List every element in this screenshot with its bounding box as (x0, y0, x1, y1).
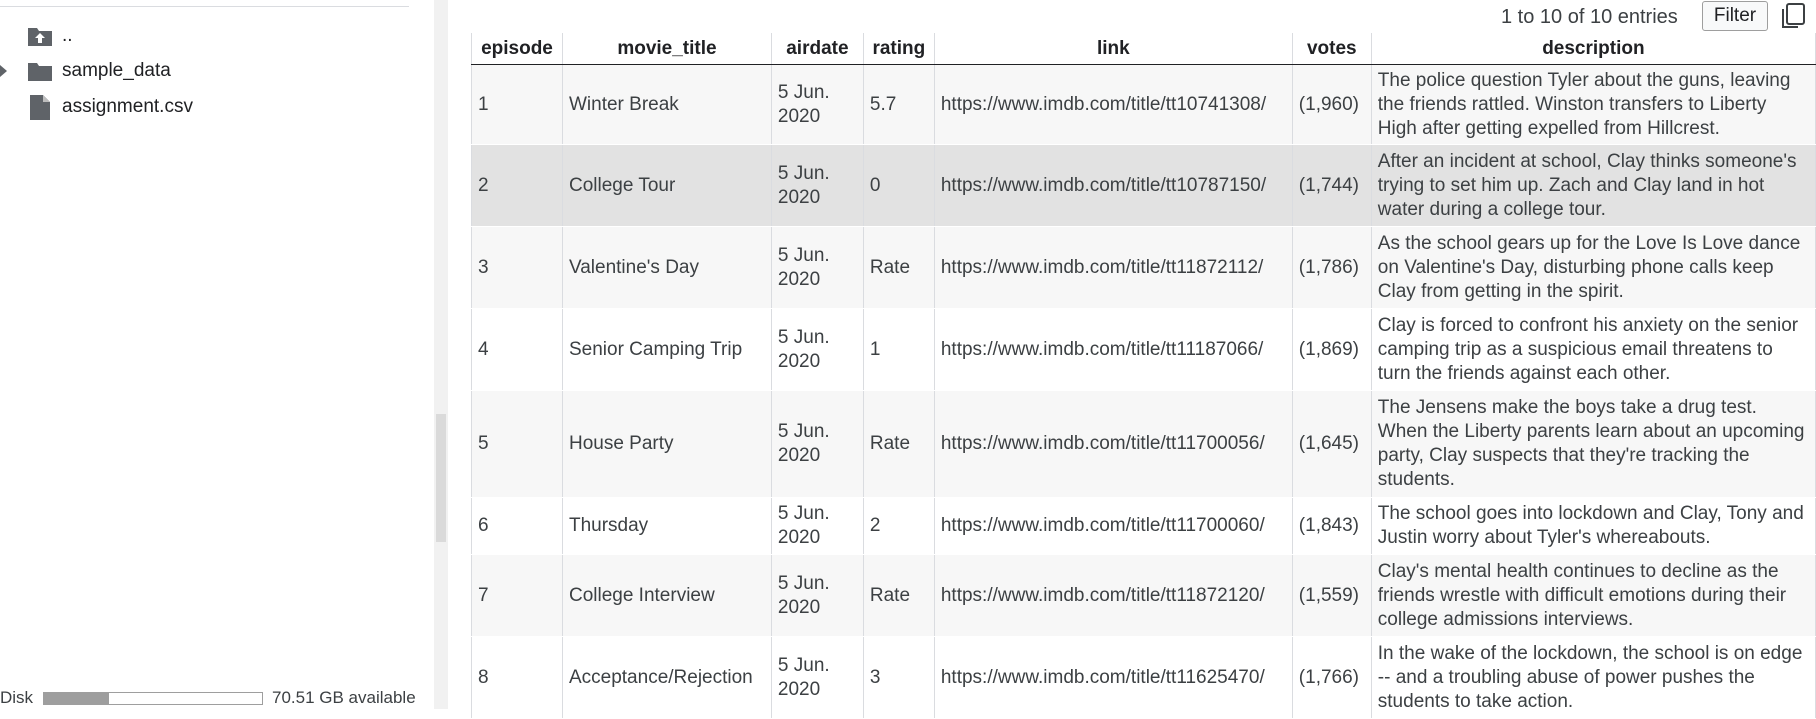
dataframe-viewer: 1 to 10 of 10 entries Filter episode mov… (449, 0, 1816, 719)
cell-link: https://www.imdb.com/title/tt11625470/ (934, 636, 1293, 719)
disk-usage-bar (43, 692, 263, 705)
cell-description: The police question Tyler about the guns… (1371, 64, 1816, 145)
cell-airdate: 5 Jun. 2020 (771, 554, 864, 637)
file-item-label: .. (62, 25, 73, 46)
file-item-parent-dir[interactable]: .. (0, 21, 420, 51)
cell-airdate: 5 Jun. 2020 (771, 226, 864, 309)
cell-votes: (1,843) (1292, 497, 1372, 555)
disk-usage: Disk 70.51 GB available (0, 686, 434, 710)
cell-link: https://www.imdb.com/title/tt11700056/ (934, 390, 1293, 498)
table-row[interactable]: 5 House Party 5 Jun. 2020 Rate https://www.i… (471, 390, 1816, 498)
column-header-episode[interactable]: episode (471, 33, 563, 65)
cell-movie-title: House Party (562, 390, 772, 498)
table-header-row: episode movie_title airdate rating link … (471, 33, 1816, 65)
cell-description: The school goes into lockdown and Clay, … (1371, 497, 1816, 555)
expand-caret-icon[interactable] (0, 64, 8, 78)
cell-link: https://www.imdb.com/title/tt11872120/ (934, 554, 1293, 637)
cell-rating: 2 (863, 497, 935, 555)
cell-description: As the school gears up for the Love Is L… (1371, 226, 1816, 309)
scrollbar-thumb[interactable] (436, 414, 446, 542)
file-panel-scrollbar[interactable] (434, 0, 448, 709)
cell-episode: 4 (471, 308, 563, 391)
cell-description: The Jensens make the boys take a drug te… (1371, 390, 1816, 498)
table-row[interactable]: 3 Valentine's Day 5 Jun. 2020 Rate https://w… (471, 226, 1816, 309)
disk-label: Disk (0, 688, 34, 707)
file-item-label: sample_data (62, 60, 171, 81)
cell-episode: 7 (471, 554, 563, 637)
file-browser-panel: .. sample_data assignment.csv Disk 70.51… (0, 0, 435, 709)
cell-movie-title: Acceptance/Rejection (562, 636, 772, 719)
folder-icon (26, 58, 54, 84)
cell-episode: 5 (471, 390, 563, 498)
column-header-rating[interactable]: rating (863, 33, 935, 65)
data-table: episode movie_title airdate rating link … (471, 33, 1816, 719)
cell-airdate: 5 Jun. 2020 (771, 636, 864, 719)
cell-rating: Rate (863, 226, 935, 309)
cell-description: Clay is forced to confront his anxiety o… (1371, 308, 1816, 391)
cell-episode: 3 (471, 226, 563, 309)
cell-movie-title: Senior Camping Trip (562, 308, 772, 391)
cell-airdate: 5 Jun. 2020 (771, 390, 864, 498)
cell-movie-title: Valentine's Day (562, 226, 772, 309)
cell-movie-title: Thursday (562, 497, 772, 555)
panel-divider (0, 6, 409, 7)
cell-movie-title: College Tour (562, 144, 772, 227)
table-row[interactable]: 7 College Interview 5 Jun. 2020 Rate https:/… (471, 554, 1816, 637)
cell-airdate: 5 Jun. 2020 (771, 144, 864, 227)
disk-usage-fill (44, 693, 110, 704)
copy-icon[interactable] (1779, 2, 1807, 30)
cell-episode: 2 (471, 144, 563, 227)
entries-info: 1 to 10 of 10 entries (1501, 6, 1678, 28)
filter-button[interactable]: Filter (1702, 1, 1768, 31)
cell-rating: Rate (863, 554, 935, 637)
cell-link: https://www.imdb.com/title/tt11872112/ (934, 226, 1293, 309)
column-header-airdate[interactable]: airdate (771, 33, 864, 65)
cell-movie-title: College Interview (562, 554, 772, 637)
cell-votes: (1,766) (1292, 636, 1372, 719)
cell-rating: 1 (863, 308, 935, 391)
cell-rating: 5.7 (863, 64, 935, 145)
cell-description: After an incident at school, Clay thinks… (1371, 144, 1816, 227)
cell-description: In the wake of the lockdown, the school … (1371, 636, 1816, 719)
column-header-link[interactable]: link (934, 33, 1293, 65)
table-row[interactable]: 2 College Tour 5 Jun. 2020 0 https://www.imd… (471, 144, 1816, 227)
column-header-description[interactable]: description (1371, 33, 1816, 65)
cell-votes: (1,960) (1292, 64, 1372, 145)
cell-episode: 8 (471, 636, 563, 719)
cell-votes: (1,869) (1292, 308, 1372, 391)
cell-episode: 6 (471, 497, 563, 555)
file-item-assignment-csv[interactable]: assignment.csv (0, 92, 420, 122)
cell-votes: (1,786) (1292, 226, 1372, 309)
cell-description: Clay's mental health continues to declin… (1371, 554, 1816, 637)
cell-votes: (1,744) (1292, 144, 1372, 227)
table-row[interactable]: 4 Senior Camping Trip 5 Jun. 2020 1 https://… (471, 308, 1816, 391)
file-item-label: assignment.csv (62, 96, 193, 117)
folder-up-icon (26, 23, 54, 49)
cell-episode: 1 (471, 64, 563, 145)
column-header-votes[interactable]: votes (1292, 33, 1372, 65)
cell-votes: (1,559) (1292, 554, 1372, 637)
disk-available-text: 70.51 GB available (272, 688, 416, 707)
file-icon (26, 94, 54, 120)
cell-rating: 0 (863, 144, 935, 227)
column-header-movie-title[interactable]: movie_title (562, 33, 772, 65)
cell-link: https://www.imdb.com/title/tt10741308/ (934, 64, 1293, 145)
cell-rating: Rate (863, 390, 935, 498)
cell-link: https://www.imdb.com/title/tt10787150/ (934, 144, 1293, 227)
cell-movie-title: Winter Break (562, 64, 772, 145)
table-row[interactable]: 1 Winter Break 5 Jun. 2020 5.7 https://www.i… (471, 64, 1816, 145)
file-item-sample-data[interactable]: sample_data (0, 56, 420, 86)
cell-link: https://www.imdb.com/title/tt11700060/ (934, 497, 1293, 555)
cell-airdate: 5 Jun. 2020 (771, 64, 864, 145)
table-row[interactable]: 8 Acceptance/Rejection 5 Jun. 2020 3 https:/… (471, 636, 1816, 719)
cell-rating: 3 (863, 636, 935, 719)
cell-votes: (1,645) (1292, 390, 1372, 498)
table-row[interactable]: 6 Thursday 5 Jun. 2020 2 https://www.imdb.co… (471, 497, 1816, 555)
cell-link: https://www.imdb.com/title/tt11187066/ (934, 308, 1293, 391)
cell-airdate: 5 Jun. 2020 (771, 497, 864, 555)
cell-airdate: 5 Jun. 2020 (771, 308, 864, 391)
